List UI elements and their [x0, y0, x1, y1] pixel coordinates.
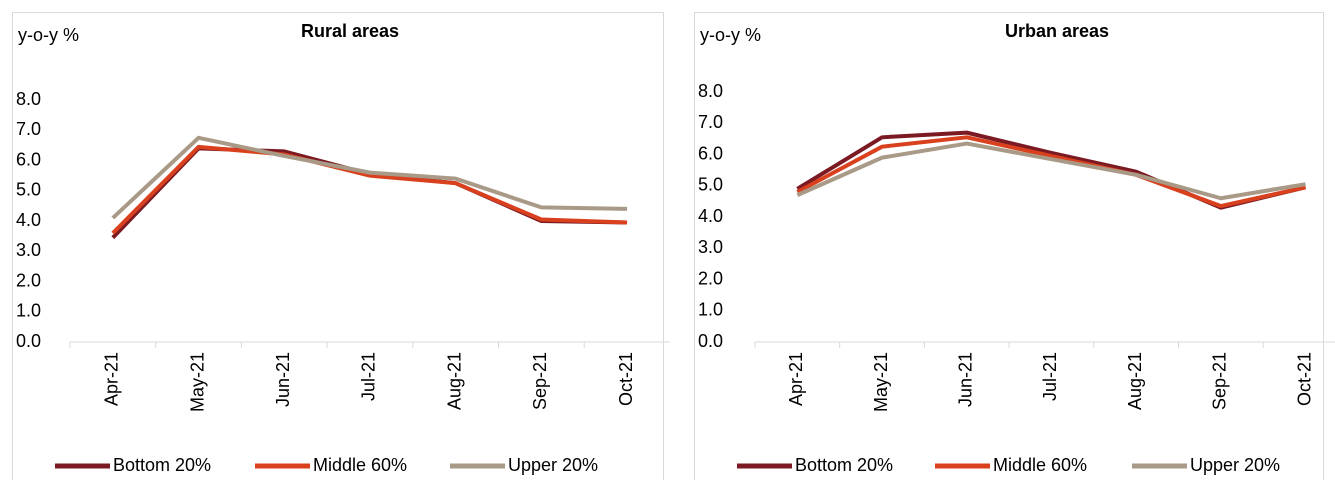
y-tick-label: 6.0: [16, 149, 41, 169]
y-axis-label: y-o-y %: [18, 25, 79, 45]
panel-border: [12, 12, 664, 483]
y-tick-label: 7.0: [698, 112, 723, 132]
y-tick-label: 1.0: [698, 300, 723, 320]
x-tick-label: Aug-21: [1125, 352, 1145, 410]
x-tick-label: Jul-21: [1040, 352, 1060, 401]
x-tick-label: Jun-21: [273, 352, 293, 407]
x-tick-label: Apr-21: [786, 352, 806, 406]
y-tick-label: 0.0: [698, 331, 723, 351]
x-tick-label: Jun-21: [956, 352, 976, 407]
y-tick-label: 3.0: [16, 240, 41, 260]
x-tick-label: Oct-21: [1294, 352, 1314, 406]
y-tick-label: 6.0: [698, 143, 723, 163]
legend-label: Upper 20%: [1190, 455, 1280, 475]
series-line: [111, 135, 628, 220]
x-tick-label: Jul-21: [359, 352, 379, 401]
series-line: [796, 141, 1306, 201]
y-tick-label: 0.0: [16, 331, 41, 351]
legend-label: Upper 20%: [508, 455, 598, 475]
y-tick-label: 1.0: [16, 301, 41, 321]
x-tick-label: Apr-21: [102, 352, 122, 406]
x-tick-label: May-21: [187, 352, 207, 412]
legend-label: Bottom 20%: [795, 455, 893, 475]
x-tick-label: May-21: [871, 352, 891, 412]
y-tick-label: 3.0: [698, 237, 723, 257]
y-tick-label: 5.0: [698, 175, 723, 195]
legend-label: Middle 60%: [993, 455, 1087, 475]
x-tick-label: Aug-21: [444, 352, 464, 410]
series-line: [111, 146, 628, 240]
chart-title: Rural areas: [301, 21, 399, 41]
y-tick-label: 8.0: [16, 89, 41, 109]
x-tick-label: Sep-21: [1210, 352, 1230, 410]
legend-label: Bottom 20%: [113, 455, 211, 475]
x-tick-label: Oct-21: [616, 352, 636, 406]
chart-title: Urban areas: [1005, 21, 1109, 41]
legend-label: Middle 60%: [313, 455, 407, 475]
y-tick-label: 4.0: [16, 210, 41, 230]
y-tick-label: 7.0: [16, 119, 41, 139]
series-line: [111, 144, 628, 235]
y-tick-label: 2.0: [16, 270, 41, 290]
x-tick-label: Sep-21: [530, 352, 550, 410]
y-axis-label: y-o-y %: [700, 25, 761, 45]
y-tick-label: 4.0: [698, 206, 723, 226]
y-tick-label: 5.0: [16, 180, 41, 200]
y-tick-label: 8.0: [698, 81, 723, 101]
y-tick-label: 2.0: [698, 268, 723, 288]
series-line: [796, 135, 1306, 209]
